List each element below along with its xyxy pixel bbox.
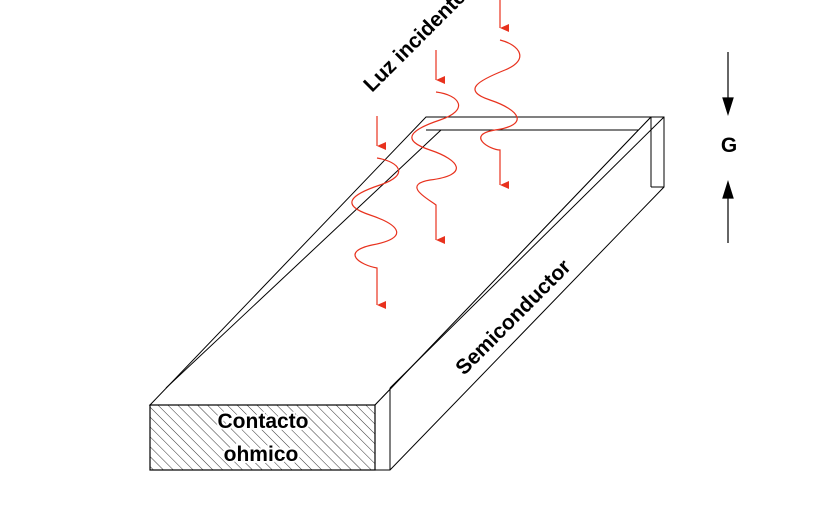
light-wave-3 (351, 157, 400, 309)
bar-side-top-edge (389, 116, 665, 389)
generation-arrow-down-head (722, 97, 734, 117)
light-wave-1 (474, 39, 521, 189)
ohmic-contact (149, 404, 376, 471)
contact-label-line1: Contacto (218, 410, 309, 433)
light-wave-2 (411, 91, 460, 244)
generation-label: G (721, 134, 737, 157)
generation-arrow-up-head (722, 179, 734, 199)
light-label: Luz incidente (359, 0, 470, 97)
generation-indicator (722, 52, 734, 243)
contact-label-line2: ohmico (224, 443, 299, 466)
bar-top-back-edge (165, 129, 442, 389)
light-rays (351, 0, 521, 309)
semiconductor-bar (148, 116, 665, 471)
